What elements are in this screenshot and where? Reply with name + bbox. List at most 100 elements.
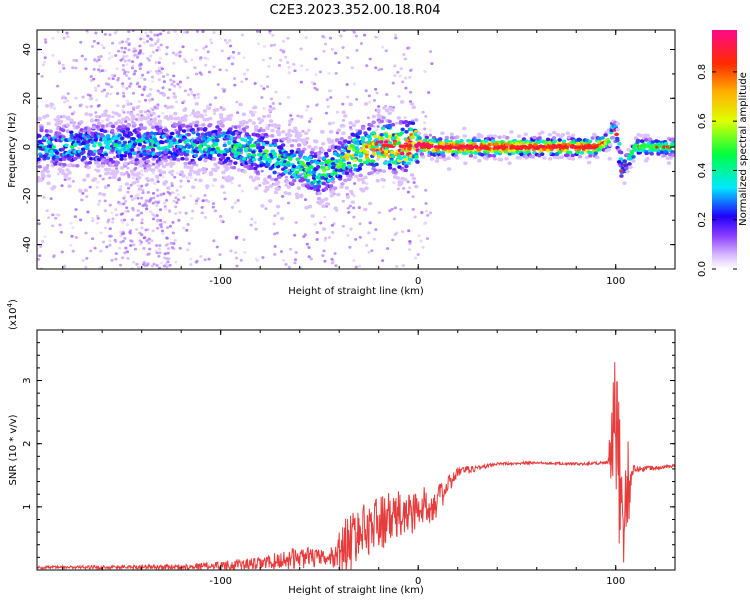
heatmap-noise-cell bbox=[165, 46, 169, 49]
heatmap-x-tick-label: -100 bbox=[209, 276, 232, 287]
heatmap-noise-cell bbox=[352, 30, 356, 34]
heatmap-ridge-cell bbox=[67, 163, 73, 168]
heatmap-ridge-cell bbox=[570, 157, 576, 161]
heatmap-noise-cell bbox=[125, 223, 130, 227]
heatmap-noise-cell bbox=[425, 237, 430, 240]
heatmap-noise-cell bbox=[149, 107, 153, 110]
heatmap-ridge-cell bbox=[227, 141, 232, 145]
heatmap-ridge-cell bbox=[83, 126, 89, 131]
heatmap-ridge-cell bbox=[336, 145, 341, 150]
heatmap-noise-cell bbox=[59, 230, 63, 234]
heatmap-ridge-cell bbox=[197, 157, 203, 161]
heatmap-noise-cell bbox=[408, 248, 412, 251]
heatmap-noise-cell bbox=[187, 93, 191, 97]
heatmap-noise-cell bbox=[380, 259, 385, 263]
heatmap-ridge-cell bbox=[125, 127, 130, 132]
heatmap-noise-cell bbox=[182, 226, 186, 230]
heatmap-ridge-cell bbox=[91, 152, 96, 157]
heatmap-noise-cell bbox=[138, 231, 142, 235]
heatmap-ridge-cell bbox=[363, 207, 368, 212]
heatmap-noise-cell bbox=[159, 32, 163, 36]
heatmap-noise-cell bbox=[151, 191, 156, 195]
heatmap-noise-cell bbox=[308, 120, 312, 123]
heatmap-ridge-cell bbox=[69, 118, 74, 122]
heatmap-ridge-cell bbox=[110, 160, 116, 164]
heatmap-ridge-cell bbox=[429, 157, 435, 161]
heatmap-noise-cell bbox=[260, 169, 264, 173]
heatmap-noise-cell bbox=[195, 199, 199, 203]
heatmap-noise-cell bbox=[72, 111, 76, 114]
heatmap-ridge-cell bbox=[181, 123, 186, 128]
heatmap-noise-cell bbox=[222, 191, 226, 195]
heatmap-ridge-cell bbox=[148, 122, 153, 127]
heatmap-noise-cell bbox=[172, 242, 176, 245]
heatmap-noise-cell bbox=[178, 80, 182, 84]
heatmap-ridge-cell bbox=[476, 138, 482, 143]
heatmap-ridge-cell bbox=[355, 119, 361, 124]
heatmap-ridge-cell bbox=[523, 132, 528, 137]
heatmap-noise-cell bbox=[156, 103, 160, 107]
heatmap-ridge-cell bbox=[262, 178, 268, 182]
heatmap-ridge-cell bbox=[271, 151, 277, 156]
heatmap-noise-cell bbox=[176, 193, 180, 196]
heatmap-noise-cell bbox=[236, 199, 240, 202]
snr-x-tick-label: -100 bbox=[209, 576, 232, 587]
heatmap-noise-cell bbox=[346, 234, 350, 237]
heatmap-noise-cell bbox=[284, 55, 288, 59]
heatmap-noise-cell bbox=[139, 62, 143, 66]
heatmap-ridge-cell bbox=[195, 120, 200, 125]
heatmap-ridge-cell bbox=[299, 193, 304, 198]
heatmap-noise-cell bbox=[157, 66, 161, 70]
heatmap-ridge-cell bbox=[137, 142, 143, 147]
heatmap-noise-cell bbox=[424, 209, 428, 213]
heatmap-noise-cell bbox=[142, 260, 146, 264]
heatmap-ridge-cell bbox=[232, 136, 238, 141]
heatmap-ridge-cell bbox=[387, 163, 392, 167]
heatmap-ridge-cell bbox=[172, 157, 177, 161]
heatmap-ridge-cell bbox=[387, 141, 393, 145]
heatmap-noise-cell bbox=[42, 195, 46, 199]
heatmap-ridge-cell bbox=[366, 134, 371, 139]
heatmap-ridge-cell bbox=[343, 139, 348, 143]
heatmap-noise-cell bbox=[188, 87, 193, 91]
heatmap-noise-cell bbox=[178, 85, 182, 89]
heatmap-noise-cell bbox=[96, 104, 100, 108]
heatmap-ridge-cell bbox=[289, 143, 295, 148]
heatmap-noise-cell bbox=[215, 245, 219, 249]
heatmap-noise-cell bbox=[286, 201, 291, 205]
heatmap-ridge-cell bbox=[336, 192, 341, 197]
heatmap-ridge-cell bbox=[399, 131, 405, 135]
heatmap-ridge-cell bbox=[270, 177, 275, 182]
heatmap-ridge-cell bbox=[236, 151, 242, 156]
heatmap-ridge-cell bbox=[165, 105, 170, 110]
heatmap-noise-cell bbox=[144, 204, 149, 208]
heatmap-ridge-cell bbox=[119, 166, 125, 170]
heatmap-noise-cell bbox=[410, 119, 415, 123]
heatmap-ridge-cell bbox=[424, 135, 430, 140]
heatmap-ridge-cell bbox=[317, 191, 322, 196]
heatmap-ridge-cell bbox=[360, 126, 366, 131]
heatmap-noise-cell bbox=[158, 173, 162, 177]
heatmap-noise-cell bbox=[56, 84, 60, 88]
heatmap-noise-cell bbox=[69, 243, 73, 247]
heatmap-noise-cell bbox=[253, 221, 257, 224]
heatmap-noise-cell bbox=[37, 222, 41, 226]
heatmap-noise-cell bbox=[115, 213, 119, 217]
heatmap-noise-cell bbox=[154, 244, 159, 247]
heatmap-ridge-cell bbox=[330, 165, 336, 170]
heatmap-ridge-cell bbox=[81, 150, 86, 154]
heatmap-ridge-cell bbox=[221, 107, 226, 112]
heatmap-noise-cell bbox=[407, 229, 411, 233]
heatmap-ridge-cell bbox=[296, 174, 302, 179]
heatmap-ridge-cell bbox=[251, 178, 256, 183]
heatmap-ridge-cell bbox=[371, 159, 376, 164]
heatmap-noise-cell bbox=[346, 56, 350, 60]
heatmap-noise-cell bbox=[310, 81, 314, 84]
heatmap-noise-cell bbox=[107, 218, 111, 222]
heatmap-ridge-cell bbox=[552, 139, 557, 144]
heatmap-noise-cell bbox=[65, 99, 70, 103]
heatmap-noise-cell bbox=[428, 133, 432, 137]
heatmap-noise-cell bbox=[172, 84, 177, 88]
heatmap-noise-cell bbox=[81, 259, 85, 262]
heatmap-ridge-cell bbox=[435, 148, 440, 152]
